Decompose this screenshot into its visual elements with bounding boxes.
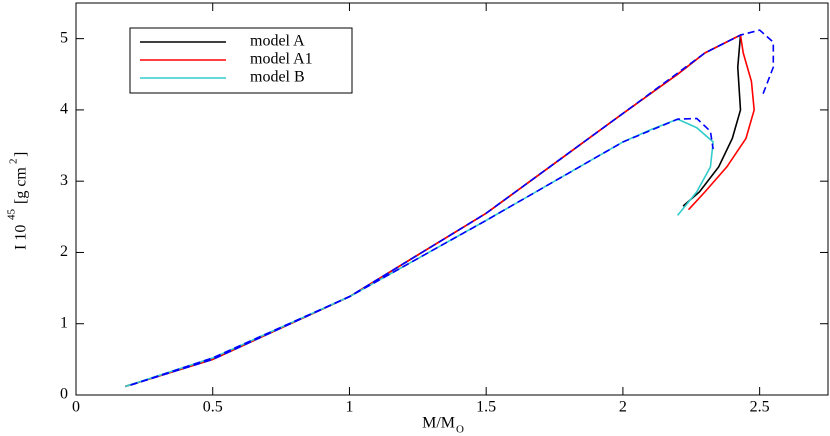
series-line <box>130 29 775 386</box>
y-tick-label: 1 <box>60 314 68 331</box>
y-axis-label: I 10 45 [g cm 2 ] <box>6 152 30 250</box>
series-line <box>130 117 714 386</box>
x-tick-label: 2 <box>619 399 627 416</box>
y-tick-label: 0 <box>60 386 68 403</box>
y-tick-label: 2 <box>60 243 68 260</box>
x-tick-label: 0 <box>72 399 80 416</box>
y-tick-label: 5 <box>60 29 68 46</box>
legend-label: model B <box>250 69 305 86</box>
y-label-end: ] <box>13 152 30 157</box>
series-line <box>124 118 714 388</box>
y-tick-label: 3 <box>60 172 68 189</box>
x-tick-label: 2.5 <box>750 399 770 416</box>
x-axis-label: M/M <box>422 415 455 432</box>
y-label-unit-sup: 2 <box>8 159 20 165</box>
x-tick-label: 0.5 <box>203 399 223 416</box>
legend-label: model A <box>250 33 305 50</box>
y-tick-label: 4 <box>60 101 68 118</box>
legend-label: model A1 <box>250 51 313 68</box>
x-tick-label: 1.5 <box>476 399 496 416</box>
x-tick-label: 1 <box>345 399 353 416</box>
y-label-sup: 45 <box>6 209 18 221</box>
y-label-unit: [g cm <box>13 167 30 204</box>
y-label-main: I 10 <box>13 225 30 250</box>
plot-frame <box>75 2 829 396</box>
x-axis-label-sub: O <box>456 424 464 436</box>
